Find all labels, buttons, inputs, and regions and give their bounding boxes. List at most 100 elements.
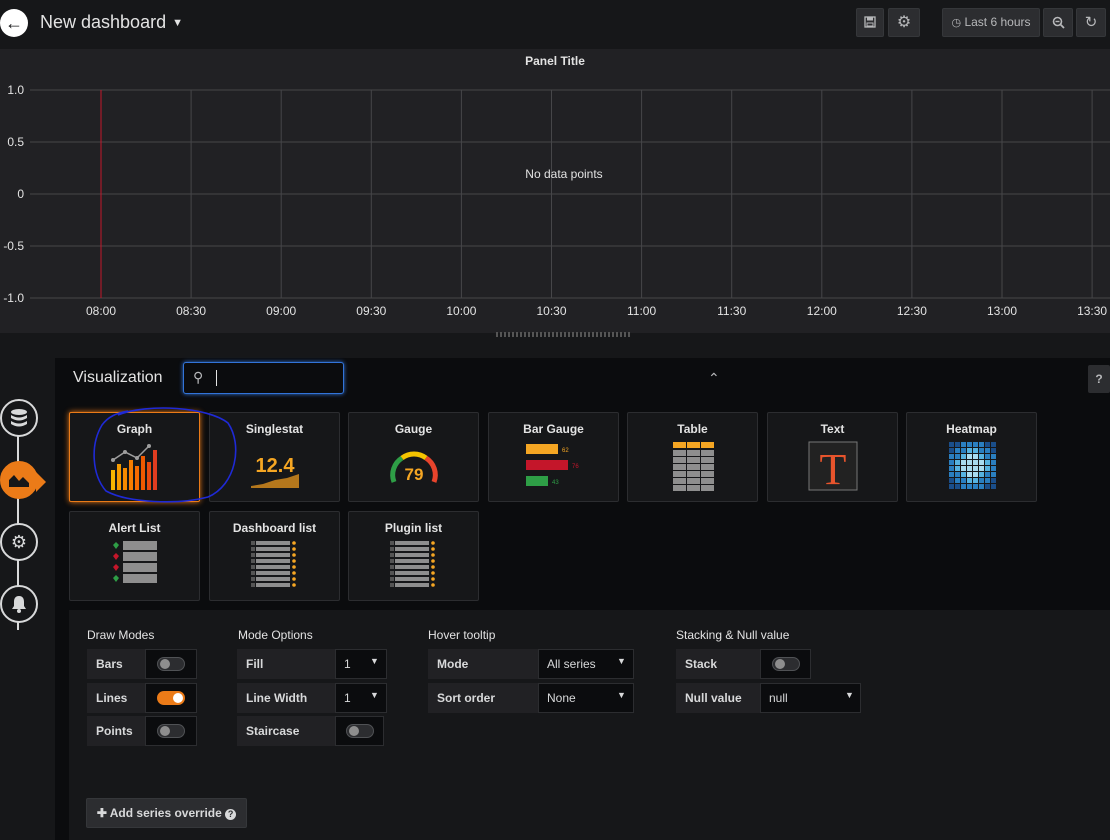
bell-icon — [12, 596, 26, 613]
bar-gauge-thumb-value-1: 62 — [562, 448, 569, 454]
viz-card-label: Heatmap — [946, 422, 997, 436]
table-header-cell — [701, 442, 714, 448]
list-bullet — [251, 583, 255, 587]
alert-row — [123, 563, 157, 572]
points-toggle[interactable] — [157, 724, 185, 738]
line-width-select[interactable]: 1 ▼ — [335, 683, 387, 713]
toggle-knob — [775, 659, 785, 669]
table-cell — [673, 478, 686, 484]
queries-tab[interactable] — [0, 399, 38, 437]
add-series-override-button[interactable]: ✚ Add series override ? — [86, 798, 247, 828]
table-cell — [687, 450, 700, 456]
zoom-out-button[interactable] — [1043, 8, 1073, 37]
list-star — [292, 553, 296, 557]
top-bar: ← New dashboard ▼ ⚙ ◷ Last 6 hours ↻ — [0, 0, 1110, 48]
list-bullet — [251, 553, 255, 557]
list-star — [431, 541, 435, 545]
heatmap-cell — [985, 448, 990, 453]
viz-card-singlestat[interactable]: Singlestat 12.4 — [209, 412, 340, 502]
table-cell — [687, 457, 700, 463]
viz-card-heatmap[interactable]: Heatmap — [906, 412, 1037, 502]
y-tick-label: -0.5 — [3, 239, 24, 253]
lines-toggle[interactable] — [157, 691, 185, 705]
viz-card-graph[interactable]: Graph — [69, 412, 200, 502]
table-cell — [687, 471, 700, 477]
list-bullet — [390, 565, 394, 569]
back-arrow-icon[interactable]: ← — [0, 9, 28, 37]
heatmap-cell — [991, 478, 996, 483]
heatmap-cell — [991, 466, 996, 471]
x-tick-label: 13:00 — [987, 304, 1017, 318]
time-picker-button[interactable]: ◷ Last 6 hours — [942, 8, 1040, 37]
dashboard-settings-button[interactable]: ⚙ — [888, 8, 920, 37]
bar-gauge-thumb-value-2: 76 — [572, 464, 579, 470]
viz-card-alert-list[interactable]: Alert List — [69, 511, 200, 601]
list-bullet — [390, 541, 394, 545]
viz-card-label: Graph — [116, 422, 153, 436]
list-bullet — [390, 559, 394, 563]
general-tab[interactable]: ⚙ — [0, 523, 38, 561]
viz-card-label: Dashboard list — [232, 521, 317, 535]
staircase-label: Staircase — [237, 716, 335, 746]
list-row — [395, 553, 429, 557]
clock-icon: ◷ — [951, 17, 962, 29]
alert-list-thumb-icon — [113, 541, 157, 583]
database-icon — [11, 409, 27, 427]
viz-card-plugin-list[interactable]: Plugin list — [348, 511, 479, 601]
bars-label: Bars — [87, 649, 145, 679]
heatmap-cell — [967, 466, 972, 471]
list-row — [395, 583, 429, 587]
y-tick-label: 1.0 — [7, 83, 24, 97]
staircase-toggle[interactable] — [346, 724, 374, 738]
table-cell — [687, 464, 700, 470]
viz-card-gauge[interactable]: Gauge 79 — [348, 412, 479, 502]
dashboard-title-dropdown[interactable]: New dashboard ▼ — [40, 12, 183, 33]
stack-switch-box — [760, 649, 811, 679]
heatmap-cell — [979, 448, 984, 453]
list-row — [395, 541, 429, 545]
alert-tab[interactable] — [0, 585, 38, 623]
list-bullet — [251, 577, 255, 581]
question-circle-icon: ? — [225, 809, 237, 820]
tooltip-mode-select[interactable]: All series ▼ — [538, 649, 634, 679]
chevron-up-icon[interactable]: ⌃ — [708, 370, 720, 386]
toggle-knob — [160, 659, 170, 669]
viz-card-bar-gauge[interactable]: Bar Gauge 62 76 43 — [488, 412, 619, 502]
visualization-tab[interactable] — [0, 461, 38, 499]
heatmap-cell — [973, 478, 978, 483]
viz-card-dashboard-list[interactable]: Dashboard list — [209, 511, 340, 601]
visualization-search-input[interactable]: ⚲ — [183, 362, 344, 394]
list-bullet — [390, 547, 394, 551]
viz-card-text[interactable]: Text T — [767, 412, 898, 502]
x-tick-label: 13:30 — [1077, 304, 1107, 318]
heatmap-cell — [955, 472, 960, 477]
heatmap-cell — [973, 448, 978, 453]
heatmap-cell — [979, 484, 984, 489]
sort-order-select[interactable]: None ▼ — [538, 683, 634, 713]
table-header-cell — [687, 442, 700, 448]
heatmap-cell — [973, 460, 978, 465]
heatmap-cell — [973, 466, 978, 471]
save-dashboard-button[interactable] — [856, 8, 884, 37]
table-cell — [701, 457, 714, 463]
panel-resize-handle[interactable] — [496, 332, 632, 337]
list-bullet — [251, 571, 255, 575]
fill-select[interactable]: 1 ▼ — [335, 649, 387, 679]
stack-toggle[interactable] — [772, 657, 800, 671]
list-star — [431, 553, 435, 557]
null-value-label: Null value — [676, 683, 760, 713]
refresh-button[interactable]: ↻ — [1076, 8, 1106, 37]
bar-gauge-thumb-value-3: 43 — [552, 480, 559, 486]
heatmap-cell — [955, 478, 960, 483]
heatmap-cell — [949, 448, 954, 453]
heatmap-cell — [961, 448, 966, 453]
points-label: Points — [87, 716, 145, 746]
null-value-select[interactable]: null ▼ — [760, 683, 861, 713]
bars-toggle[interactable] — [157, 657, 185, 671]
help-button[interactable]: ? — [1088, 365, 1110, 393]
heatmap-cell — [955, 454, 960, 459]
null-value-value: null — [769, 691, 788, 705]
viz-card-table[interactable]: Table — [627, 412, 758, 502]
list-bullet — [251, 565, 255, 569]
panel-title[interactable]: Panel Title — [525, 54, 585, 68]
